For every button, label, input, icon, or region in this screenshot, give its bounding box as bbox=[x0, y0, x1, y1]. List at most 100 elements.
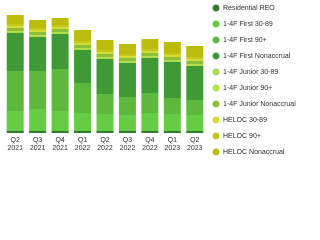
bar-segment bbox=[141, 113, 159, 131]
legend-label: HELOC 90+ bbox=[223, 133, 261, 140]
bar-segment bbox=[29, 131, 47, 133]
bar-segment bbox=[186, 59, 204, 61]
bar-segment bbox=[118, 115, 136, 131]
bar-segment bbox=[141, 58, 159, 93]
x-tick-label: Q4 2022 bbox=[142, 137, 158, 152]
bar-segment bbox=[51, 111, 69, 131]
x-tick-label: Q1 2022 bbox=[74, 137, 91, 152]
bar-segment bbox=[29, 37, 47, 71]
bar-segment bbox=[163, 42, 181, 53]
bar-segment bbox=[6, 31, 24, 32]
bar-segment bbox=[29, 30, 47, 32]
bar-segment bbox=[141, 39, 159, 49]
chart: Residential REO 1-4F First 30-89 1-4F Firs… bbox=[6, 4, 296, 156]
bar-segment bbox=[6, 28, 24, 31]
bar-segment bbox=[29, 35, 47, 36]
legend-marker bbox=[212, 148, 220, 156]
bar-segment bbox=[118, 97, 136, 115]
bar-segment bbox=[141, 56, 159, 57]
x-tick-label: Q2 2021 bbox=[7, 137, 23, 152]
bar-segment bbox=[163, 131, 181, 133]
legend-marker bbox=[212, 132, 220, 140]
bar-segment bbox=[6, 33, 24, 71]
bar-segment bbox=[74, 49, 92, 50]
bar-segment bbox=[163, 57, 181, 60]
bar-segment bbox=[96, 114, 114, 131]
legend-marker bbox=[212, 20, 220, 28]
legend-label: 1-4F Junior 30-89 bbox=[223, 69, 278, 76]
bar-segment bbox=[6, 71, 24, 111]
bar-segment bbox=[186, 100, 204, 115]
bar-segment bbox=[141, 53, 159, 56]
bar-segment bbox=[6, 15, 24, 24]
bar-segment bbox=[163, 55, 181, 57]
legend-label: 1-4F First Nonaccrual bbox=[223, 53, 291, 60]
bar-segment bbox=[163, 62, 181, 98]
bar-segment bbox=[118, 131, 136, 133]
bar-segment bbox=[51, 34, 69, 69]
bar-segment bbox=[186, 46, 204, 57]
bar-segment bbox=[74, 48, 92, 49]
legend-marker bbox=[212, 116, 220, 124]
bar-segment bbox=[6, 24, 24, 26]
x-tick-label: Q2 2022 bbox=[97, 137, 113, 152]
bar-segment bbox=[96, 52, 114, 54]
bar-segment bbox=[96, 94, 114, 114]
bar-segment bbox=[51, 33, 69, 34]
bar-segment bbox=[141, 93, 159, 113]
bar-segment bbox=[118, 63, 136, 97]
legend-marker bbox=[212, 36, 220, 44]
bar-segment bbox=[96, 40, 114, 50]
legend-label: HELOC 30-89 bbox=[223, 117, 267, 124]
bar-segment bbox=[141, 57, 159, 58]
bar-segment bbox=[118, 62, 136, 63]
bar-segment bbox=[96, 59, 114, 94]
bar-segment bbox=[186, 57, 204, 59]
bar-segment bbox=[186, 64, 204, 65]
bar-segment bbox=[118, 61, 136, 62]
bar-segment bbox=[163, 60, 181, 61]
legend-marker bbox=[212, 52, 220, 60]
bar-segment bbox=[118, 44, 136, 54]
bar-segment bbox=[6, 111, 24, 131]
legend-label: 1-4F First 30-89 bbox=[223, 21, 273, 28]
bar-segment bbox=[74, 41, 92, 43]
legend-marker bbox=[212, 100, 220, 108]
chart-svg: Residential REO 1-4F First 30-89 1-4F Firs… bbox=[6, 4, 296, 156]
bar-segment bbox=[29, 109, 47, 131]
bar-segment bbox=[141, 49, 159, 51]
legend-label: 1-4F Junior 90+ bbox=[223, 85, 272, 92]
x-tick-label: Q3 2021 bbox=[29, 137, 46, 152]
bar-segment bbox=[96, 58, 114, 59]
bar-segment bbox=[163, 98, 181, 114]
bar-segment bbox=[163, 53, 181, 55]
bar-segment bbox=[6, 32, 24, 33]
legend-label: 1-4F Junior Nonaccrual bbox=[223, 101, 296, 108]
bar-segment bbox=[6, 26, 24, 28]
bar-segment bbox=[51, 69, 69, 111]
bar-segment bbox=[74, 113, 92, 131]
bar-segment bbox=[29, 20, 47, 28]
bar-segment bbox=[96, 50, 114, 52]
legend-marker bbox=[212, 68, 220, 76]
bar-segment bbox=[96, 57, 114, 58]
bar-segment bbox=[96, 54, 114, 57]
x-tick-label: Q1 2023 bbox=[164, 137, 181, 152]
bar-segment bbox=[186, 131, 204, 133]
bar-segment bbox=[74, 50, 92, 83]
bar-segment bbox=[29, 71, 47, 109]
bar-segment bbox=[51, 32, 69, 33]
bar-segment bbox=[51, 25, 69, 27]
bar-segment bbox=[74, 45, 92, 48]
bar-segment bbox=[74, 43, 92, 45]
bar-segment bbox=[186, 61, 204, 64]
x-tick-label: Q3 2022 bbox=[119, 137, 136, 152]
bar-segment bbox=[141, 131, 159, 133]
bar-segment bbox=[163, 114, 181, 131]
bar-segment bbox=[74, 83, 92, 113]
legend-label: HELOC Nonaccrual bbox=[223, 149, 285, 156]
bar-segment bbox=[51, 18, 69, 25]
bar-segment bbox=[186, 65, 204, 66]
legend-label: Residential REO bbox=[223, 5, 275, 12]
x-tick-label: Q2 2023 bbox=[186, 137, 203, 152]
